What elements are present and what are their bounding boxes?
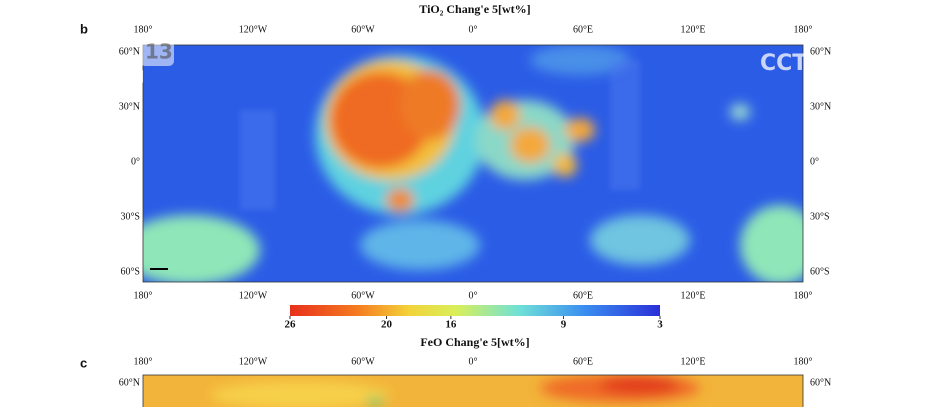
lon-label: 120°E xyxy=(680,356,705,367)
colorbar-tick-label: 20 xyxy=(381,319,393,331)
lat-label: 60°N xyxy=(119,377,140,388)
lat-label: 60°N xyxy=(810,377,831,388)
lat-label: 60°N xyxy=(119,46,140,57)
lon-label: 0° xyxy=(469,24,478,35)
lon-label: 180° xyxy=(134,356,153,367)
lat-label: 0° xyxy=(131,156,140,167)
lon-label: 60°E xyxy=(573,290,593,301)
lon-label: 180° xyxy=(134,24,153,35)
colorbar-tick-label: 16 xyxy=(445,319,457,331)
watermark-channel: 13 xyxy=(145,40,173,64)
lon-label: 180° xyxy=(794,290,813,301)
lon-label: 60°E xyxy=(573,356,593,367)
lat-label: 60°N xyxy=(810,46,831,57)
lon-label: 120°E xyxy=(680,290,705,301)
lon-label: 120°W xyxy=(239,24,268,35)
tio2-map xyxy=(143,45,803,282)
panel-title: FeO Chang'e 5[wt%] xyxy=(420,335,529,349)
watermark-brand-right: CCTV xyxy=(760,51,824,76)
lon-label: 0° xyxy=(469,290,478,301)
colorbar-tick-label: 3 xyxy=(657,319,663,331)
lon-label: 120°W xyxy=(239,356,268,367)
lon-label: 180° xyxy=(794,24,813,35)
lon-label: 120°W xyxy=(239,290,268,301)
feo-map xyxy=(143,375,803,407)
lon-label: 60°W xyxy=(351,356,375,367)
lon-label: 180° xyxy=(794,356,813,367)
watermark-brand: CCTV xyxy=(60,37,136,67)
colorbar-tick-label: 9 xyxy=(561,319,567,331)
panel-label: c xyxy=(80,355,87,370)
lon-label: 180° xyxy=(134,290,153,301)
colorbar xyxy=(290,305,660,316)
panel-title: TiO₂ Chang'e 5[wt%] xyxy=(419,2,530,16)
lat-label: 30°S xyxy=(810,211,830,222)
lon-label: 120°E xyxy=(680,24,705,35)
watermark-caption: 新闻 xyxy=(92,69,168,86)
panel-label: b xyxy=(80,21,88,36)
lon-label: 60°E xyxy=(573,24,593,35)
lat-label: 30°N xyxy=(119,101,140,112)
lon-label: 60°W xyxy=(351,24,375,35)
colorbar-tick-label: 26 xyxy=(285,319,297,331)
lat-label: 60°S xyxy=(120,266,140,277)
lat-label: 30°S xyxy=(120,211,140,222)
lat-label: 0° xyxy=(810,156,819,167)
watermark: CCTV 13 新闻 CCTV xyxy=(60,37,824,87)
lon-label: 60°W xyxy=(351,290,375,301)
lat-label: 60°S xyxy=(810,266,830,277)
lon-label: 0° xyxy=(469,356,478,367)
lat-label: 30°N xyxy=(810,101,831,112)
